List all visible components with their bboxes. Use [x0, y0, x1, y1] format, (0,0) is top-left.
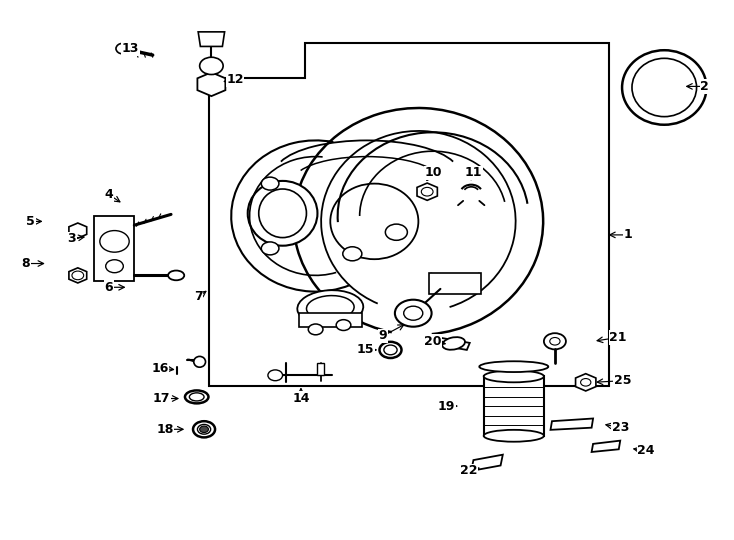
Ellipse shape [484, 370, 544, 382]
Text: 16: 16 [151, 362, 169, 375]
Polygon shape [592, 441, 620, 452]
Circle shape [343, 247, 362, 261]
Polygon shape [417, 183, 437, 200]
Bar [429, 273, 481, 294]
Polygon shape [69, 268, 87, 283]
Ellipse shape [384, 345, 397, 355]
Circle shape [106, 260, 123, 273]
Circle shape [268, 370, 283, 381]
Circle shape [200, 57, 223, 75]
Text: 15: 15 [357, 343, 374, 356]
Bar [317, 363, 324, 375]
Bar [299, 313, 362, 327]
Circle shape [404, 306, 423, 320]
Ellipse shape [194, 356, 206, 367]
Polygon shape [197, 72, 225, 96]
Ellipse shape [189, 393, 204, 401]
Text: 19: 19 [437, 400, 455, 413]
Circle shape [100, 231, 129, 252]
Text: 20: 20 [424, 335, 442, 348]
Ellipse shape [484, 430, 544, 442]
Polygon shape [550, 418, 593, 430]
Circle shape [421, 187, 433, 196]
Text: 23: 23 [611, 421, 629, 434]
Text: 10: 10 [424, 166, 442, 179]
Text: 25: 25 [614, 374, 631, 387]
Ellipse shape [443, 337, 465, 350]
Circle shape [116, 43, 131, 54]
Ellipse shape [185, 390, 208, 403]
Ellipse shape [622, 50, 706, 125]
Polygon shape [69, 223, 87, 238]
Ellipse shape [168, 271, 184, 280]
Ellipse shape [379, 342, 401, 358]
Ellipse shape [197, 424, 211, 434]
Ellipse shape [632, 58, 697, 117]
Text: 2: 2 [700, 80, 709, 93]
Circle shape [336, 320, 351, 330]
Text: 3: 3 [68, 232, 76, 245]
Polygon shape [471, 455, 503, 471]
Text: 14: 14 [292, 392, 310, 405]
Ellipse shape [258, 189, 307, 238]
Circle shape [200, 426, 208, 433]
Text: 6: 6 [104, 281, 113, 294]
Polygon shape [198, 32, 225, 46]
Circle shape [308, 324, 323, 335]
Text: 12: 12 [226, 73, 244, 86]
Text: 11: 11 [465, 166, 482, 179]
Text: 13: 13 [122, 42, 139, 55]
Text: 21: 21 [609, 331, 627, 344]
Text: 24: 24 [637, 444, 655, 457]
Ellipse shape [193, 421, 215, 437]
Text: 18: 18 [156, 423, 174, 436]
Text: 22: 22 [459, 464, 477, 477]
Circle shape [72, 271, 84, 280]
Circle shape [544, 333, 566, 349]
Circle shape [385, 224, 407, 240]
Ellipse shape [297, 290, 363, 326]
Text: 4: 4 [104, 188, 113, 201]
Text: 1: 1 [623, 228, 632, 241]
Text: 9: 9 [379, 329, 388, 342]
Polygon shape [436, 338, 470, 350]
Circle shape [395, 300, 432, 327]
Circle shape [261, 177, 279, 190]
Polygon shape [94, 216, 134, 281]
Polygon shape [209, 43, 609, 386]
Circle shape [261, 242, 279, 255]
Text: 17: 17 [153, 392, 170, 405]
Text: 5: 5 [26, 215, 35, 228]
Polygon shape [575, 374, 596, 391]
Ellipse shape [248, 181, 318, 246]
Circle shape [581, 379, 591, 386]
Bar [484, 376, 544, 436]
Ellipse shape [307, 295, 354, 320]
Text: 8: 8 [21, 257, 30, 270]
Text: 7: 7 [194, 291, 203, 303]
Ellipse shape [479, 361, 548, 372]
Circle shape [550, 338, 560, 345]
